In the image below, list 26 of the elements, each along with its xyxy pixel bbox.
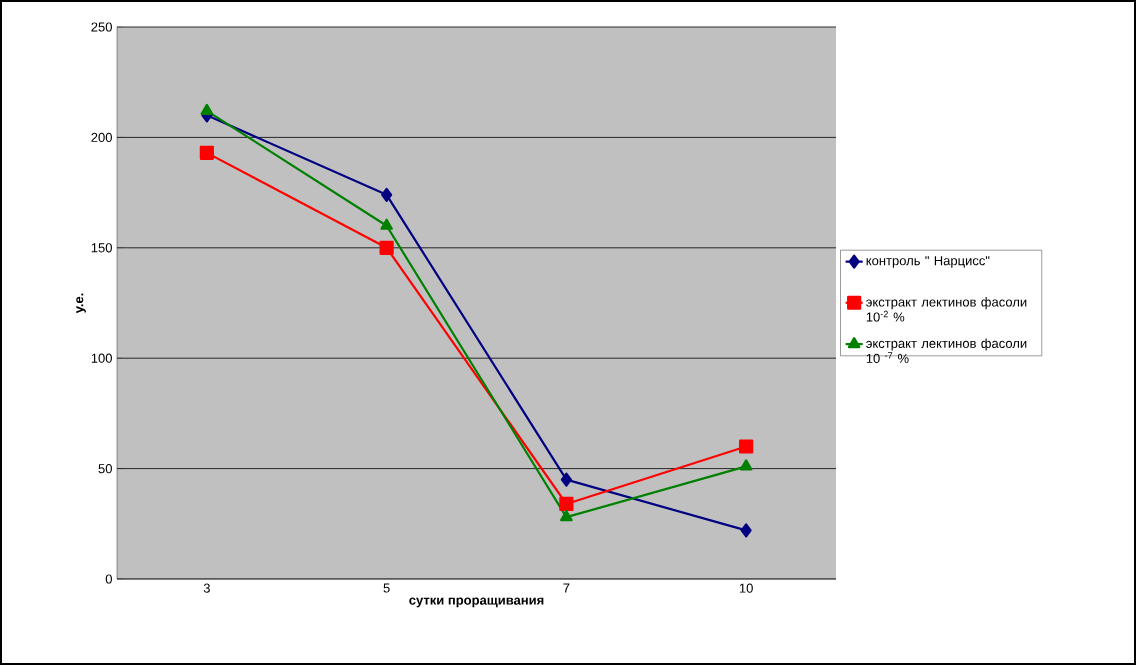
point — [380, 218, 393, 230]
point — [379, 240, 394, 255]
x-tick-label: 5 — [383, 583, 390, 593]
point — [739, 439, 754, 454]
x-tick-label: 10 — [739, 583, 753, 593]
point — [560, 510, 573, 522]
point — [381, 187, 393, 202]
point — [740, 523, 752, 538]
point — [200, 103, 214, 115]
x-tick-label: 7 — [563, 583, 570, 593]
y-tick-label: 0 — [105, 574, 112, 584]
point — [559, 496, 574, 512]
legend-label: экстракт лектинов фасоли 10 $^{-7}$ % — [866, 338, 1027, 363]
point — [199, 145, 214, 160]
y-tick-label: 200 — [91, 132, 112, 142]
x-axis-title: сутки проращивания — [409, 597, 544, 608]
point — [739, 459, 753, 471]
y-tick-label: 100 — [91, 353, 112, 363]
legend-label: экстракт лектинов фасоли 10$^{-2}$ % — [866, 297, 1027, 322]
y-tick-label: 50 — [98, 463, 112, 474]
y-tick-label: 250 — [91, 22, 112, 32]
legend-label: контроль " Нарцисс" — [866, 256, 990, 268]
point — [560, 472, 572, 487]
x-tick-label: 3 — [203, 583, 210, 593]
y-axis-title: у.е. — [76, 293, 86, 314]
y-tick-label: 150 — [91, 243, 112, 253]
